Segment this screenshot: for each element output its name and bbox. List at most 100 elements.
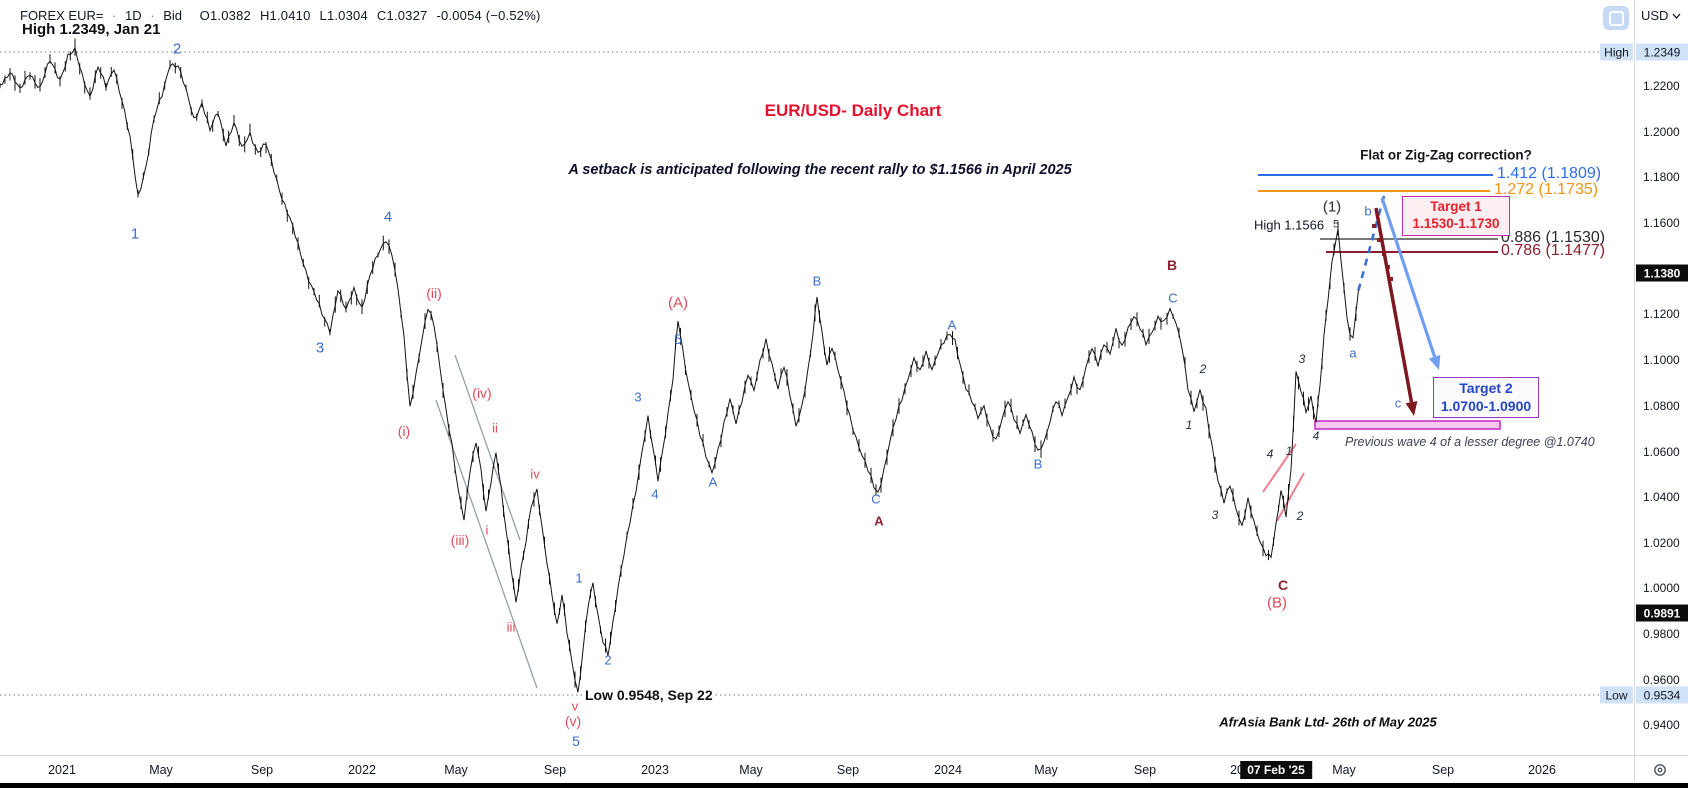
symbol-name[interactable]: FOREX EUR=: [20, 8, 104, 23]
time-tick-label: Sep: [1431, 763, 1455, 777]
wave-label: v: [571, 698, 579, 714]
target-range: 1.0700-1.0900: [1440, 397, 1532, 414]
wave-label: 4: [651, 486, 659, 502]
target-box[interactable]: Target 1 1.1530-1.1730: [1402, 196, 1510, 236]
currency-selector[interactable]: USD: [1641, 8, 1681, 23]
wave-label: 2: [1199, 362, 1207, 376]
fib-level-label: 1.272 (1.1735): [1494, 181, 1599, 198]
price-tick-label: 0.9600: [1643, 673, 1680, 687]
chart-title: EUR/USD- Daily Chart: [764, 101, 942, 120]
wave-label: 3: [634, 389, 642, 405]
wave-label: A: [874, 513, 884, 529]
wave-label: B: [1166, 257, 1178, 273]
wave-label: 5: [1332, 218, 1340, 231]
wave-label: C: [1168, 290, 1178, 306]
time-tick-label: May: [444, 763, 468, 777]
price-type-label[interactable]: Bid: [163, 8, 183, 23]
wave-label: A: [947, 317, 957, 333]
currency-label: USD: [1641, 8, 1669, 23]
time-axis[interactable]: 2021 May Sep 2022 May Sep 2023 May Sep 2024 May Sep…: [0, 755, 1688, 784]
time-tick-label: Sep: [250, 763, 274, 777]
fib-level-label: 0.886 (1.1530): [1501, 229, 1606, 246]
correction-question-note: Flat or Zig-Zag correction?: [1360, 147, 1532, 163]
wave-label: 5: [674, 331, 682, 347]
time-tick-label: May: [149, 763, 173, 777]
wave-label: 4: [383, 208, 393, 226]
arrow-head: [1428, 354, 1441, 370]
axis-divider: [1634, 756, 1635, 784]
chevron-down-icon: [1672, 13, 1681, 19]
price-chip: 0.9891: [1636, 604, 1688, 622]
price-tick-label: 1.0600: [1643, 445, 1680, 459]
wave-label: B: [812, 273, 822, 289]
cycle-low-note: Low 0.9548, Sep 22: [583, 687, 715, 703]
time-tick-label: May: [1332, 763, 1356, 777]
wave-label: B: [1033, 456, 1043, 472]
price-tick-label: 1.0000: [1643, 581, 1680, 595]
wave-label: 1: [575, 570, 583, 586]
wave-label: (iii): [450, 532, 470, 548]
trend-line[interactable]: [1262, 443, 1297, 493]
gear-icon[interactable]: [1648, 759, 1672, 781]
price-tick-label: 1.1600: [1643, 216, 1680, 230]
trend-line[interactable]: [1276, 472, 1305, 522]
wave-label: iv: [530, 466, 540, 482]
open-value: O1.0382: [199, 8, 251, 23]
wave-label: (B): [1267, 594, 1287, 612]
price-tick-label: 1.0200: [1643, 536, 1680, 550]
price-tick-label: 1.0400: [1643, 490, 1680, 504]
time-tick-label: Sep: [836, 763, 860, 777]
time-tick-label: May: [1034, 763, 1058, 777]
low-value: L1.0304: [319, 8, 368, 23]
low-tag-chip: Low: [1600, 686, 1633, 704]
time-tick-label: 2021: [48, 763, 76, 777]
time-tick-label: 2026: [1528, 763, 1556, 777]
time-tick-label: 2022: [348, 763, 376, 777]
close-value: C1.0327: [376, 8, 428, 23]
wave-label: (ii): [426, 285, 442, 301]
support-zone-bar[interactable]: [1314, 420, 1501, 430]
fib-level-label: 1.412 (1.1809): [1497, 165, 1602, 182]
price-tick-label: 1.2200: [1643, 79, 1680, 93]
chart-subtitle: A setback is anticipated following the r…: [568, 162, 1072, 178]
projection-dot: [1389, 277, 1393, 281]
legend-separator: ·: [112, 8, 117, 23]
time-tick-label: Sep: [1133, 763, 1157, 777]
projection-dashed-line[interactable]: [1356, 195, 1386, 293]
forecast-arrow[interactable]: [1380, 197, 1437, 358]
forecast-arrow[interactable]: [1374, 207, 1414, 403]
wave-label: 3: [1211, 508, 1219, 522]
price-axis[interactable]: 1.2200 1.2000 1.1800 1.1600 1.1200 1.1000 1.08…: [1634, 0, 1688, 755]
price-chip: 1.1380: [1636, 264, 1688, 282]
panel-icon[interactable]: [1603, 6, 1629, 30]
wave-label: b: [1364, 203, 1372, 219]
wave-label: (1): [1322, 198, 1342, 216]
price-tick-label: 1.2000: [1643, 125, 1680, 139]
high-tag-chip: High: [1600, 43, 1633, 61]
wave-label: 1: [1185, 418, 1193, 432]
target-name: Target 2: [1459, 380, 1513, 396]
wave-label: A: [708, 474, 718, 490]
trend-channel-line[interactable]: [454, 354, 521, 541]
projection-dot: [1372, 224, 1376, 228]
bank-watermark: AfrAsia Bank Ltd- 26th of May 2025: [1219, 714, 1437, 730]
time-tick-label: 2023: [641, 763, 669, 777]
wave-label: C: [1277, 577, 1289, 593]
target-box[interactable]: Target 2 1.0700-1.0900: [1433, 377, 1539, 418]
wave-label: c: [1394, 395, 1402, 411]
highlow-price-chip: 1.2349: [1636, 43, 1688, 61]
time-tick-label: May: [739, 763, 763, 777]
wave-label: 1: [1285, 444, 1293, 458]
all-time-high-note: High 1.2349, Jan 21: [22, 21, 161, 38]
price-tick-label: 1.1000: [1643, 353, 1680, 367]
price-tick-label: 0.9400: [1643, 718, 1680, 732]
projection-dot: [1377, 238, 1381, 242]
change-value: -0.0054 (−0.52%): [436, 8, 541, 23]
square-icon: [1608, 10, 1624, 26]
symbol-legend[interactable]: FOREX EUR= · 1D · Bid O1.0382 H1.0410 L1.0…: [20, 8, 550, 23]
bottom-bar: [0, 783, 1688, 788]
timeframe-label[interactable]: 1D: [125, 8, 142, 23]
highlow-price-chip: 0.9534: [1636, 686, 1688, 704]
